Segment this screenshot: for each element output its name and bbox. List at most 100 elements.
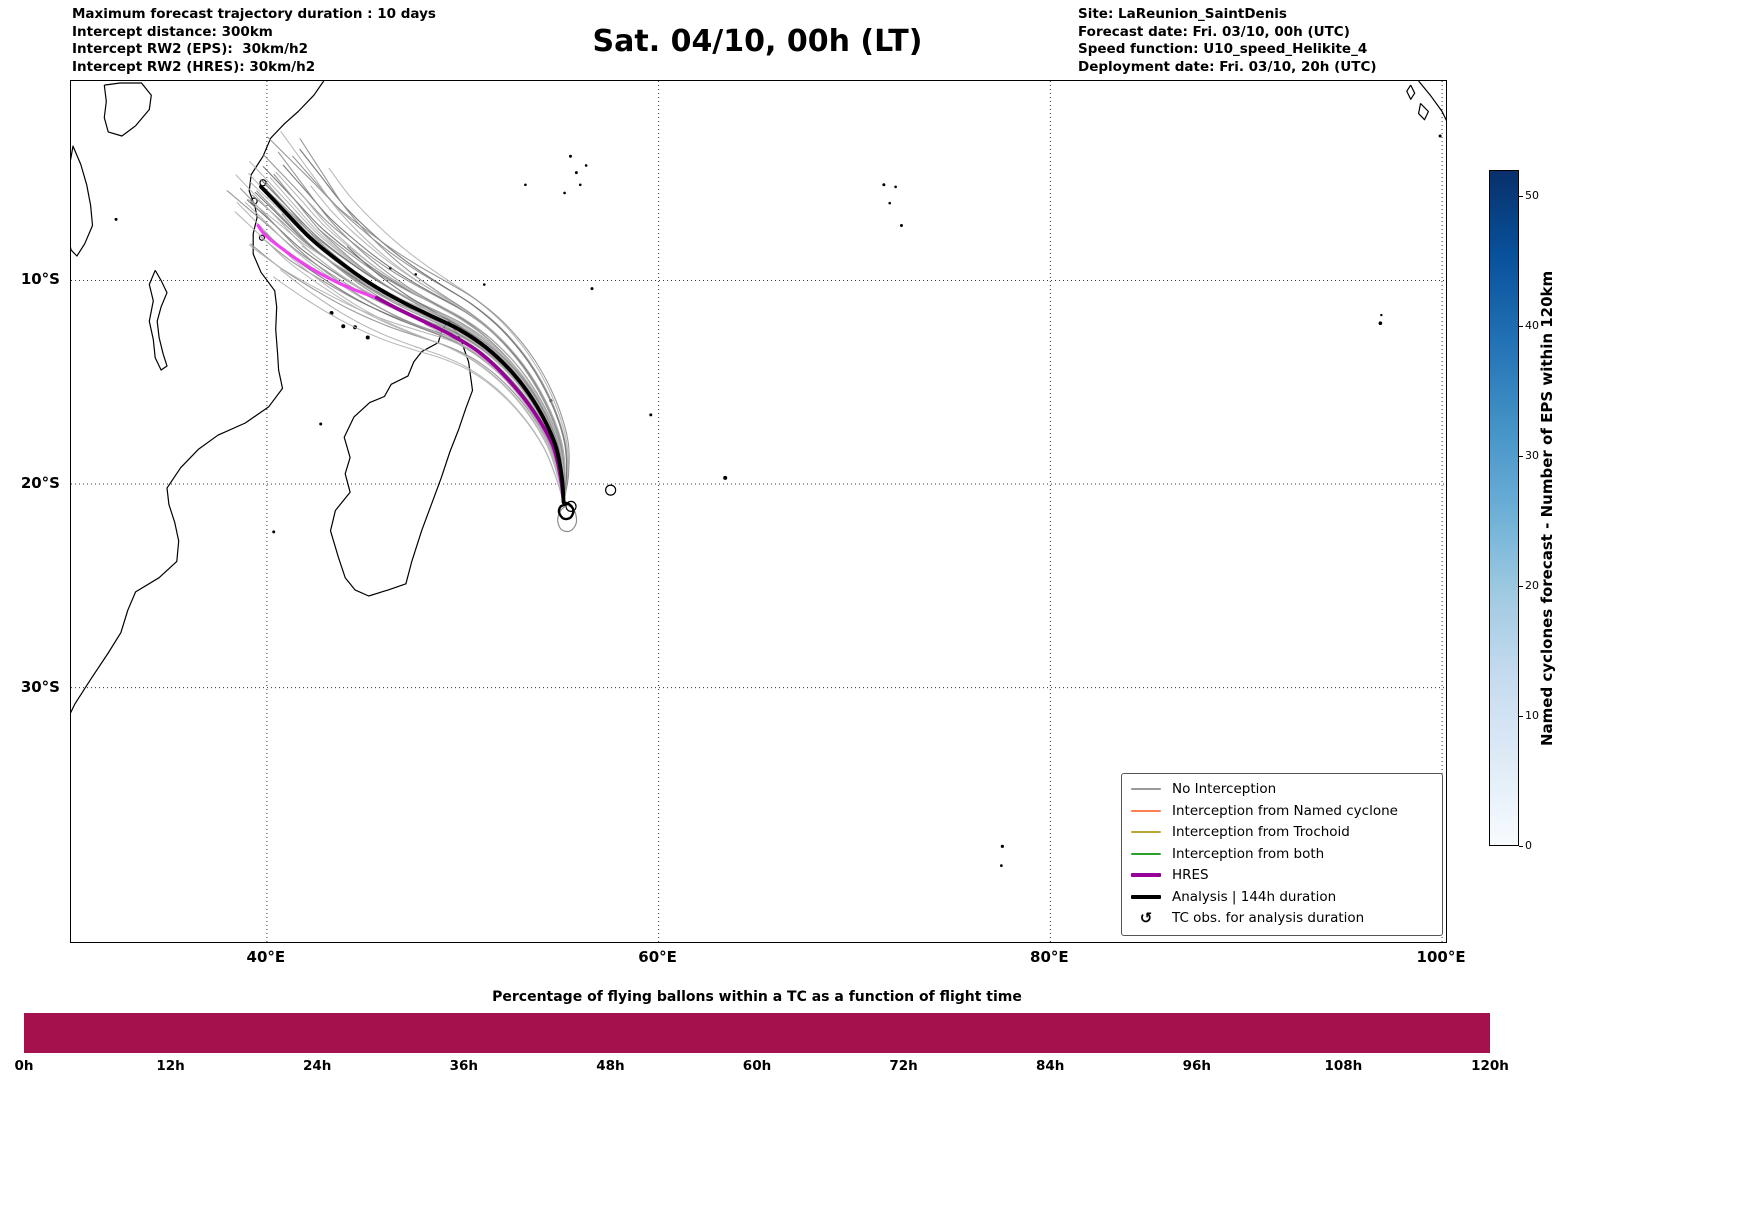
latitude-tick-label: 30°S <box>20 677 60 696</box>
colorbar-tick-mark <box>1519 846 1523 847</box>
island-dot <box>649 413 653 417</box>
longitude-tick-label: 60°E <box>638 948 677 966</box>
island-dot <box>114 217 118 221</box>
flight-time-tick-label: 108h <box>1324 1058 1363 1074</box>
site-info-block: Site: LaReunion_SaintDenis Forecast date… <box>1078 6 1377 76</box>
legend-line-sample <box>1130 788 1162 791</box>
flight-time-axis-labels: 0h 12h 24h 36h 48h 60h 72h 84h 96h 108h 120h <box>14 1058 1508 1078</box>
legend-item: HRES <box>1130 865 1434 887</box>
colorbar-tick-label: 20 <box>1525 579 1539 592</box>
flight-time-tick-label: 0h <box>14 1058 34 1074</box>
legend-line-sample <box>1130 894 1162 899</box>
coastline-nias <box>1406 84 1416 100</box>
legend-line-swatch <box>1131 831 1161 834</box>
island-dot <box>319 422 323 426</box>
balloon-percentage-bar <box>24 1013 1490 1053</box>
colorbar-tick-label: 40 <box>1525 319 1539 332</box>
latitude-tick-label: 10°S <box>20 270 60 289</box>
legend-line-swatch <box>1131 894 1161 899</box>
island-dot <box>568 154 572 158</box>
info-site: Site: LaReunion_SaintDenis <box>1078 6 1287 22</box>
island-outline <box>605 484 617 496</box>
trajectory-map: No Interception Interception from Named c… <box>70 80 1447 943</box>
flight-time-tick-label: 36h <box>449 1058 478 1074</box>
ensemble-member-track <box>236 201 565 503</box>
ensemble-loop-track <box>557 503 578 533</box>
ensemble-member-track <box>317 228 565 503</box>
rotate-arrow-icon: ↺ <box>1139 908 1153 927</box>
legend-item: Analysis | 144h duration <box>1130 886 1434 908</box>
island-dot <box>1438 134 1442 138</box>
island-dot <box>1378 321 1383 326</box>
legend-item-label: Interception from Trochoid <box>1172 824 1350 841</box>
flight-time-tick-label: 48h <box>596 1058 625 1074</box>
legend-item: Interception from Named cyclone <box>1130 800 1434 822</box>
coastline-africa <box>71 81 325 714</box>
eps-colorbar-label: Named cyclones forecast - Number of EPS … <box>1538 270 1556 746</box>
param-intercept-distance: Intercept distance: 300km <box>72 23 273 40</box>
island-dot <box>1000 844 1004 848</box>
island-dot <box>584 164 588 167</box>
ensemble-member-track <box>247 198 565 503</box>
colorbar-tick-mark <box>1519 326 1523 327</box>
flight-time-tick-label: 72h <box>889 1058 918 1074</box>
ensemble-member-track <box>263 154 566 503</box>
island-dot <box>899 224 903 228</box>
info-speed-function: Speed function: U10_speed_Helikite_4 <box>1078 41 1368 57</box>
island-dot <box>272 530 276 534</box>
legend-line-sample <box>1130 809 1162 812</box>
legend-line-sample <box>1130 831 1162 834</box>
island-dot <box>888 201 892 205</box>
coastline-siberut <box>1418 102 1429 121</box>
legend-line-swatch <box>1131 788 1161 791</box>
legend-item: No Interception <box>1130 779 1434 801</box>
coastline-madagascar <box>329 320 474 597</box>
island-dot <box>563 191 566 195</box>
legend-item-label: TC obs. for analysis duration <box>1172 910 1365 927</box>
ensemble-member-track <box>282 164 566 503</box>
island-dot <box>574 171 578 175</box>
colorbar-tick-label: 50 <box>1525 189 1539 202</box>
island-outline <box>258 234 266 241</box>
longitude-tick-label: 40°E <box>246 948 286 966</box>
ensemble-member-track <box>299 138 566 503</box>
analysis-track <box>259 184 566 505</box>
legend-line-swatch <box>1131 852 1161 855</box>
legend-item: ↺ TC obs. for analysis duration <box>1130 908 1434 930</box>
colorbar-tick-label: 30 <box>1525 449 1539 462</box>
ensemble-member-track <box>424 323 565 503</box>
legend-item-label: Interception from both <box>1172 845 1325 862</box>
ensemble-member-track <box>279 269 565 503</box>
legend-item: Interception from both <box>1130 843 1434 865</box>
legend-item-label: No Interception <box>1172 781 1277 798</box>
island-dot <box>414 273 418 276</box>
parameters-block: Maximum forecast trajectory duration : 1… <box>72 6 436 76</box>
legend-line-sample <box>1130 852 1162 855</box>
flight-time-tick-label: 120h <box>1471 1058 1509 1074</box>
colorbar-tick-label: 10 <box>1525 709 1539 722</box>
ensemble-member-track <box>249 161 565 503</box>
colorbar-tick-mark <box>1519 716 1523 717</box>
legend-item: Interception from Trochoid <box>1130 822 1434 844</box>
island-dot <box>365 335 370 340</box>
island-dot <box>1380 313 1383 317</box>
flight-time-tick-label: 96h <box>1182 1058 1211 1074</box>
island-dot <box>894 185 897 189</box>
flight-time-tick-label: 12h <box>156 1058 185 1074</box>
map-legend: No Interception Interception from Named c… <box>1121 772 1443 936</box>
param-intercept-rw2-eps: Intercept RW2 (EPS): 30km/h2 <box>72 41 308 57</box>
hres-far-track <box>256 223 379 300</box>
island-dot <box>590 287 594 291</box>
eps-colorbar <box>1489 170 1519 846</box>
balloon-chart-title: Percentage of flying ballons within a TC… <box>492 989 1022 1005</box>
info-deployment-date: Deployment date: Fri. 03/10, 20h (UTC) <box>1078 58 1377 75</box>
coastline-sumatra <box>1418 81 1446 122</box>
island-dot <box>482 283 486 286</box>
island-dot <box>999 864 1003 868</box>
legend-item-label: Analysis | 144h duration <box>1172 888 1337 905</box>
colorbar-tick-mark <box>1519 456 1523 457</box>
island-dot <box>524 183 527 187</box>
latitude-tick-label: 20°S <box>20 474 60 493</box>
coastline-lake_victoria <box>103 82 152 137</box>
